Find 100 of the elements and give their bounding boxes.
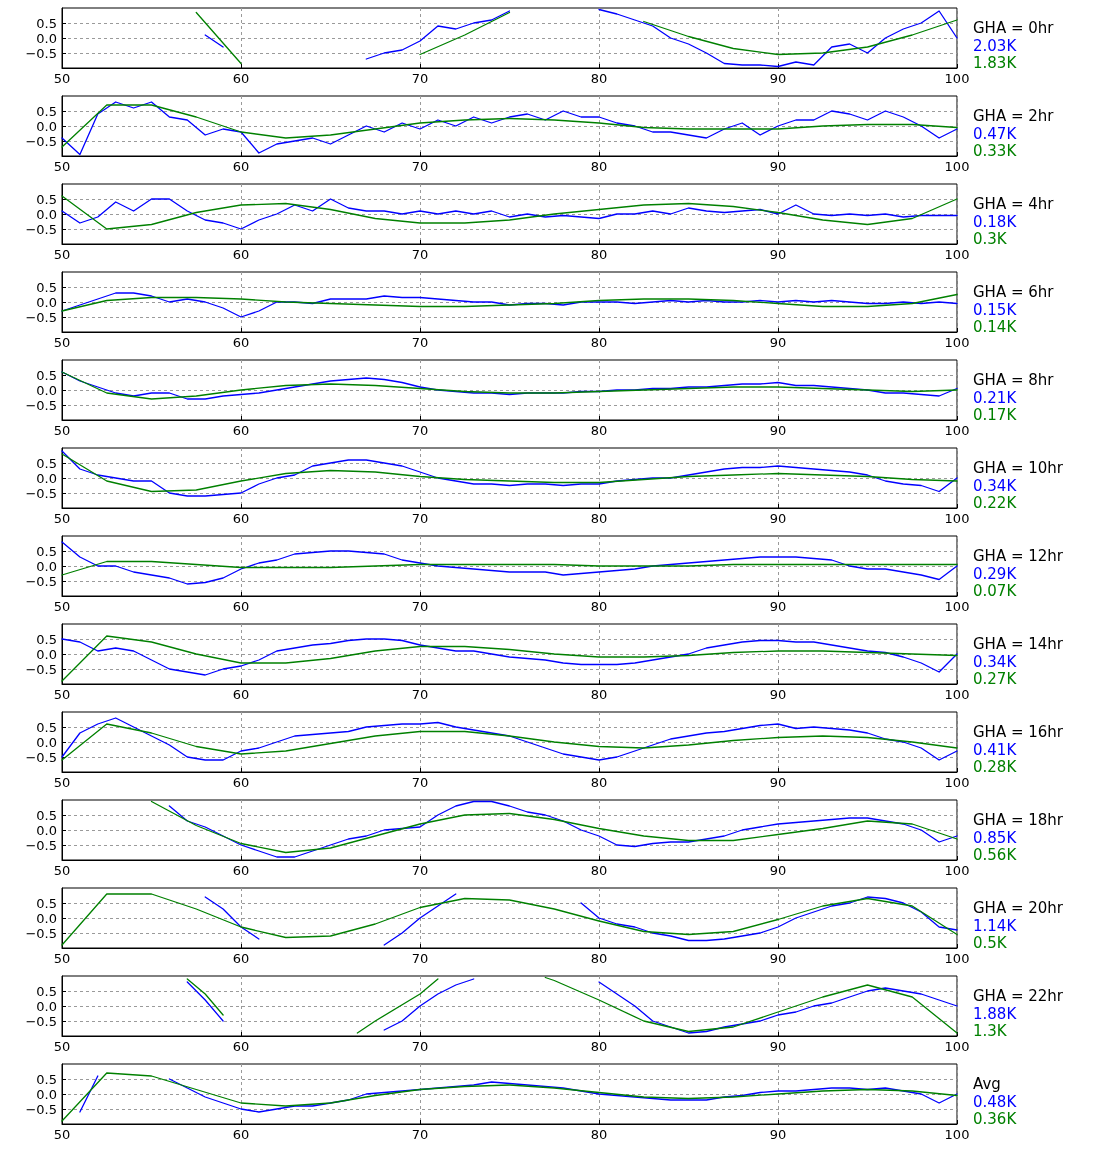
y-tick-label: 0.5: [36, 103, 57, 119]
y-tick-label: 0.0: [36, 294, 57, 310]
x-tick-label: 50: [53, 951, 71, 966]
series-label: 0.17K: [973, 405, 1018, 424]
series-label: 0.41K: [973, 740, 1018, 759]
y-tick-label: 0.0: [36, 558, 57, 574]
x-tick-label: 70: [411, 1127, 429, 1142]
line-series: [61, 292, 958, 318]
y-tick-label: 0.0: [36, 206, 57, 222]
x-tick-label: 60: [232, 71, 250, 86]
x-tick-label: 50: [53, 599, 71, 614]
x-tick-label: 90: [769, 863, 787, 878]
y-tick-label: −0.5: [25, 133, 57, 149]
series-label: 0.85K: [973, 828, 1018, 847]
x-tick-label: 80: [590, 1127, 608, 1142]
x-tick-label: 90: [769, 423, 787, 438]
y-tick-label: 0.0: [36, 382, 57, 398]
x-tick-label: 80: [590, 863, 608, 878]
x-tick-label: 50: [53, 71, 71, 86]
series-label: 0.48K: [973, 1092, 1018, 1111]
text: GHA = 22hr: [973, 986, 1064, 1005]
y-tick-label: 0.5: [36, 807, 57, 823]
x-tick-label: 70: [411, 687, 429, 702]
series-label: 0.14K: [973, 317, 1018, 336]
x-tick-label: 100: [944, 159, 970, 174]
series-label: 0.36K: [973, 1109, 1018, 1128]
series-label: 0.56K: [973, 845, 1018, 864]
text: 1.83K: [973, 53, 1018, 72]
x-tick-label: 60: [232, 247, 250, 262]
text: GHA = 0hr: [973, 18, 1055, 37]
series-label: 1.14K: [973, 916, 1018, 935]
x-tick-label: 90: [769, 247, 787, 262]
y-tick-label: 0.5: [36, 983, 57, 999]
x-tick-label: 80: [590, 951, 608, 966]
x-tick-label: 50: [53, 511, 71, 526]
y-tick-label: 0.0: [36, 910, 57, 926]
x-tick-label: 80: [590, 687, 608, 702]
y-tick-label: 0.0: [36, 822, 57, 838]
x-tick-label: 90: [769, 335, 787, 350]
y-tick-label: −0.5: [25, 221, 57, 237]
x-tick-label: 60: [232, 775, 250, 790]
y-tick-label: 0.5: [36, 367, 57, 383]
y-tick-label: −0.5: [25, 837, 57, 853]
x-tick-label: 90: [769, 1039, 787, 1054]
x-tick-label: 100: [944, 511, 970, 526]
x-tick-label: 50: [53, 687, 71, 702]
x-tick-label: 50: [53, 775, 71, 790]
y-tick-label: −0.5: [25, 661, 57, 677]
line-series: [61, 104, 958, 148]
text: GHA = 14hr: [973, 634, 1064, 653]
y-tick-label: −0.5: [25, 749, 57, 765]
x-tick-label: 70: [411, 863, 429, 878]
x-tick-label: 90: [769, 1127, 787, 1142]
x-tick-label: 80: [590, 159, 608, 174]
x-tick-label: 60: [232, 599, 250, 614]
line-series: [61, 293, 958, 312]
series-label: 1.88K: [973, 1004, 1018, 1023]
x-tick-label: 50: [53, 247, 71, 262]
x-tick-label: 80: [590, 335, 608, 350]
y-tick-label: 0.5: [36, 15, 57, 31]
y-tick-label: −0.5: [25, 45, 57, 61]
series-label: 0.07K: [973, 581, 1018, 600]
x-tick-label: 100: [944, 1127, 970, 1142]
text: GHA = 2hr: [973, 106, 1055, 125]
y-tick-label: 0.0: [36, 998, 57, 1014]
series-label: 0.34K: [973, 652, 1018, 671]
x-tick-label: 100: [944, 951, 970, 966]
y-tick-label: −0.5: [25, 573, 57, 589]
x-tick-label: 50: [53, 335, 71, 350]
x-tick-label: 70: [411, 335, 429, 350]
x-tick-label: 60: [232, 863, 250, 878]
y-tick-label: 0.0: [36, 1086, 57, 1102]
y-tick-label: 0.5: [36, 279, 57, 295]
x-tick-label: 90: [769, 159, 787, 174]
x-tick-label: 70: [411, 1039, 429, 1054]
y-tick-label: 0.0: [36, 646, 57, 662]
y-tick-label: −0.5: [25, 397, 57, 413]
text: GHA = 8hr: [973, 370, 1055, 389]
x-tick-label: 60: [232, 951, 250, 966]
series-label: 0.22K: [973, 493, 1018, 512]
text: GHA = 20hr: [973, 898, 1064, 917]
y-tick-label: −0.5: [25, 1013, 57, 1029]
x-tick-label: 70: [411, 775, 429, 790]
x-tick-label: 70: [411, 511, 429, 526]
y-tick-label: −0.5: [25, 1101, 57, 1117]
x-tick-label: 100: [944, 599, 970, 614]
line-series: [61, 560, 958, 576]
series-label: 0.47K: [973, 124, 1018, 143]
text: GHA = 12hr: [973, 546, 1064, 565]
text: GHA = 6hr: [973, 282, 1055, 301]
x-tick-label: 70: [411, 71, 429, 86]
x-tick-label: 70: [411, 247, 429, 262]
series-label: 0.18K: [973, 212, 1018, 231]
y-tick-label: 0.0: [36, 30, 57, 46]
y-tick-label: 0.0: [36, 734, 57, 750]
series-label: 0.15K: [973, 300, 1018, 319]
x-tick-label: 80: [590, 599, 608, 614]
x-tick-label: 50: [53, 159, 71, 174]
x-tick-label: 70: [411, 423, 429, 438]
x-tick-label: 80: [590, 247, 608, 262]
